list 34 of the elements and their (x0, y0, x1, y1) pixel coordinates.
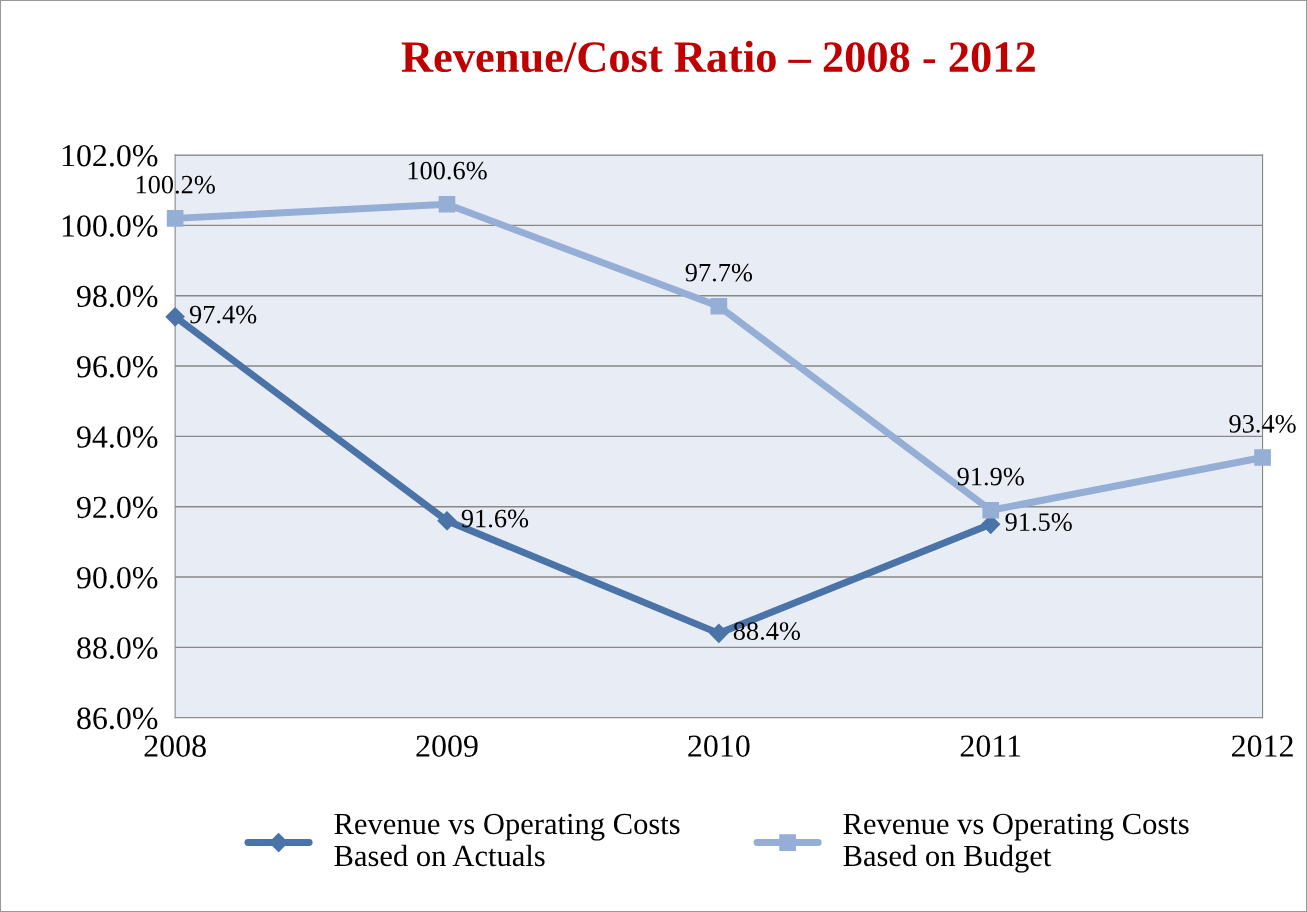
x-tick-label: 2008 (144, 735, 206, 757)
data-label: 100.2% (136, 175, 215, 194)
data-label: 97.4% (189, 305, 257, 324)
y-tick-label: 96.0% (76, 355, 158, 378)
point (1254, 449, 1271, 466)
point (166, 210, 184, 227)
y-tick-label: 92.0% (76, 496, 158, 519)
x-tick-label: 2012 (1232, 735, 1293, 757)
y-tick-label: 100.0% (62, 215, 158, 237)
data-label: 88.4% (733, 622, 800, 641)
y-tick-label: 86.0% (77, 707, 158, 730)
point (982, 501, 1000, 519)
y-tick-label: 98.0% (76, 285, 158, 308)
data-label: 97.7% (685, 263, 753, 282)
data-label: 100.6% (408, 161, 487, 180)
data-label: 93.4% (1229, 414, 1296, 433)
point (709, 623, 729, 643)
legend-label: Revenue vs Operating Costs Based on Budget (843, 813, 1189, 873)
x-tick-label: 2011 (960, 735, 1021, 757)
x-tick-label: 2010 (688, 735, 750, 757)
legend-label: Revenue vs Operating Costs Based on Actuals (334, 813, 680, 867)
y-tick-label: 90.0% (76, 566, 158, 589)
y-tick-label: 88.0% (77, 637, 158, 659)
point (437, 511, 457, 531)
point (165, 307, 185, 327)
point (438, 195, 456, 213)
data-label: 91.6% (461, 509, 529, 528)
y-tick-label: 102.0% (62, 144, 158, 167)
point (710, 297, 728, 315)
data-label: 91.5% (1005, 513, 1072, 532)
data-label: 91.9% (957, 467, 1024, 486)
x-tick-label: 2009 (416, 735, 478, 757)
y-tick-label: 94.0% (76, 426, 158, 448)
chart-title: Revenue/Cost Ratio – 2008 - 2012 (401, 40, 1035, 73)
